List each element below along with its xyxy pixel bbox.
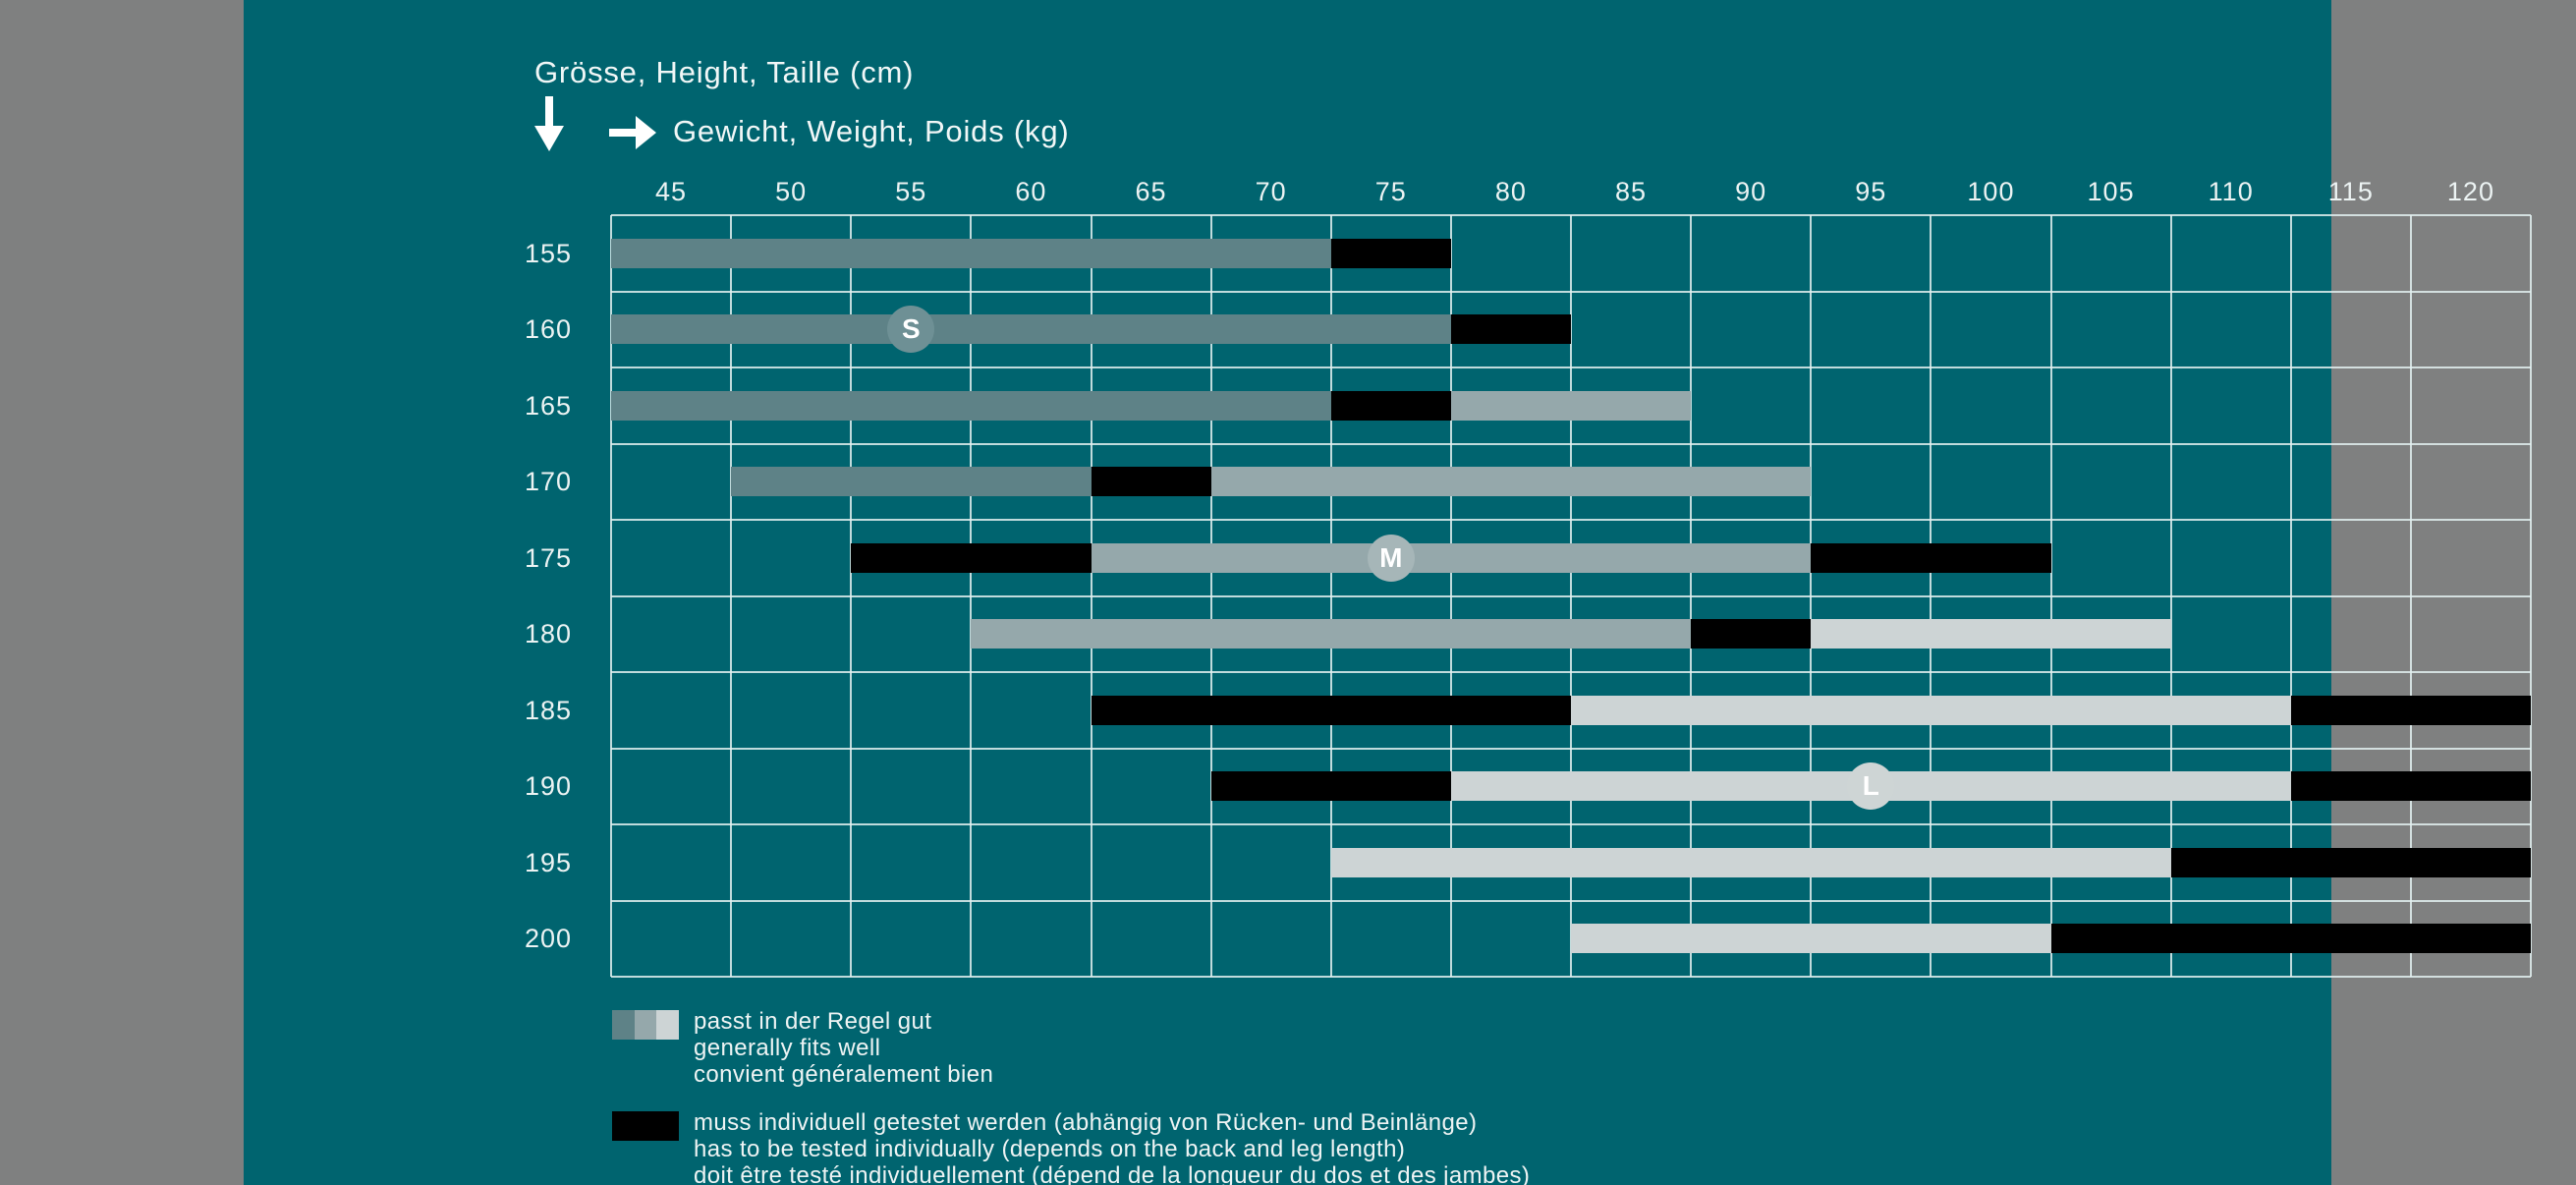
bar-segment (2290, 695, 2531, 725)
legend-text: passt in der Regel gut generally fits wel… (694, 1008, 993, 1088)
bar-segment (971, 619, 1692, 649)
x-tick-label: 105 (2087, 177, 2135, 206)
grid-line-horizontal (611, 900, 2531, 902)
bar-segment (611, 238, 1331, 268)
legend-swatch (612, 1111, 679, 1141)
bar-segment (1450, 314, 1571, 345)
y-tick-label: 195 (524, 847, 572, 877)
bar-segment (2170, 847, 2531, 877)
y-tick-label: 180 (524, 619, 572, 649)
chart-legend: passt in der Regel gut generally fits wel… (612, 1008, 1530, 1185)
legend-line: convient généralement bien (694, 1061, 994, 1088)
x-tick-label: 115 (2327, 177, 2374, 206)
grid-line-horizontal (611, 748, 2531, 750)
bar-segment (1450, 390, 1692, 421)
y-tick-label: 170 (524, 467, 572, 497)
arrow-down-icon (534, 96, 564, 151)
x-tick-label: 100 (1967, 177, 2015, 206)
bar-segment (851, 542, 1092, 573)
bar-segment (1330, 847, 2171, 877)
bar-segment (1210, 771, 1451, 802)
grid-line-horizontal (611, 823, 2531, 825)
bar-segment (1811, 619, 2171, 649)
grid-line-horizontal (611, 976, 2531, 978)
grid-line-horizontal (611, 367, 2531, 368)
size-marker: L (1847, 762, 1895, 811)
x-tick-label: 60 (1015, 177, 1047, 206)
grid-line-horizontal (611, 595, 2531, 597)
bar-segment (1091, 467, 1211, 497)
bar-segment (1330, 390, 1451, 421)
bar-segment (1210, 467, 1812, 497)
legend-line: generally fits well (694, 1035, 881, 1061)
x-tick-label: 65 (1135, 177, 1167, 206)
bar-segment (1091, 542, 1812, 573)
y-axis-title: Grösse, Height, Taille (cm) (534, 55, 915, 89)
x-tick-label: 110 (2208, 177, 2254, 206)
y-tick-label: 165 (524, 390, 572, 421)
legend-item: passt in der Regel gut generally fits wel… (612, 1008, 1530, 1088)
x-tick-label: 85 (1615, 177, 1648, 206)
arrow-right-icon (609, 116, 656, 149)
legend-line: muss individuell getestet werden (abhäng… (694, 1109, 1478, 1136)
bar-segment (1571, 924, 2051, 954)
chart-grid: 45 50 55 60 65 70 75 80 85 90 95 100 105 110 115 120 155… (525, 177, 2532, 978)
legend-line: doit être testé individuellement (dépend… (694, 1162, 1531, 1185)
bar-segment (611, 314, 1451, 345)
x-tick-label: 95 (1855, 177, 1887, 206)
x-tick-label: 50 (775, 177, 808, 206)
size-marker: S (887, 306, 935, 354)
legend-item: muss individuell getestet werden (abhäng… (612, 1109, 1530, 1185)
bar-segment (1811, 542, 2051, 573)
bar-segment (2050, 924, 2531, 954)
bar-segment (1691, 619, 1812, 649)
size-marker-label: L (1862, 770, 1879, 802)
y-tick-label: 175 (524, 542, 572, 573)
size-marker-label: S (901, 313, 921, 345)
bar-segment (731, 467, 1092, 497)
x-tick-label: 55 (895, 177, 927, 206)
legend-text: muss individuell getestet werden (abhäng… (694, 1109, 1530, 1185)
x-tick-label: 80 (1494, 177, 1527, 206)
grid-line-horizontal (611, 519, 2531, 521)
bar-segment (1091, 695, 1571, 725)
legend-swatch-block (612, 1010, 635, 1040)
x-tick-label: 70 (1255, 177, 1287, 206)
legend-line: has to be tested individually (depends o… (694, 1136, 1406, 1162)
x-axis-title: Gewicht, Weight, Poids (kg) (673, 114, 1070, 148)
x-tick-label: 75 (1374, 177, 1407, 206)
bar-segment (611, 390, 1331, 421)
y-tick-label: 160 (524, 314, 572, 345)
legend-swatch (612, 1010, 680, 1040)
grid-line-horizontal (611, 443, 2531, 445)
legend-line: passt in der Regel gut (694, 1008, 932, 1035)
grid-line-vertical (2530, 215, 2532, 977)
grid-line-horizontal (611, 671, 2531, 673)
x-tick-label: 90 (1735, 177, 1767, 206)
chart-panel: Grösse, Height, Taille (cm) Gewicht, Wei… (244, 0, 2532, 1185)
y-tick-label: 190 (524, 771, 572, 802)
legend-swatch-block (612, 1111, 679, 1141)
size-marker: M (1367, 534, 1415, 582)
bar-segment (1571, 695, 2291, 725)
y-tick-label: 185 (524, 695, 572, 725)
size-marker-label: M (1379, 541, 1403, 573)
bar-segment (1330, 238, 1451, 268)
bar-segment (2290, 771, 2531, 802)
x-tick-label: 120 (2446, 177, 2494, 206)
grid-line-horizontal (611, 214, 2531, 216)
y-tick-label: 200 (524, 924, 572, 954)
x-tick-label: 45 (655, 177, 688, 206)
legend-swatch-block (634, 1010, 657, 1040)
grid-line-horizontal (611, 291, 2531, 293)
legend-swatch-block (656, 1010, 680, 1040)
y-tick-label: 155 (524, 238, 572, 268)
